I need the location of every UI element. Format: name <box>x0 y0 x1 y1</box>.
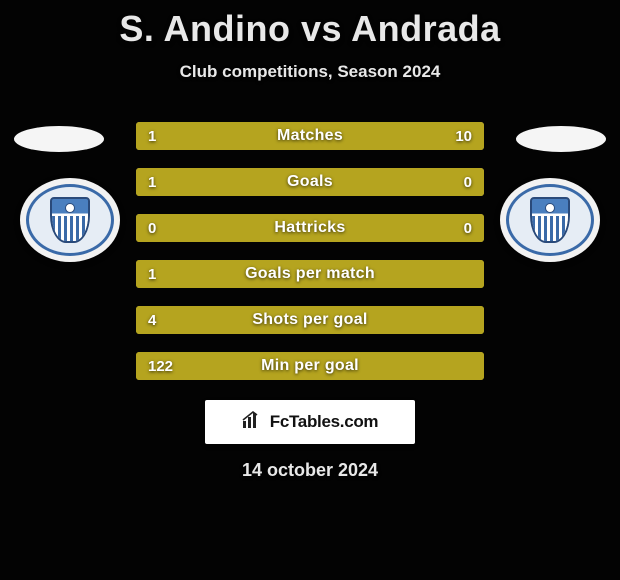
page-subtitle: Club competitions, Season 2024 <box>0 62 620 82</box>
player-left-avatar <box>14 126 104 152</box>
stat-label: Min per goal <box>136 352 484 380</box>
stat-row: 10Goals <box>136 168 484 196</box>
page-title: S. Andino vs Andrada <box>0 0 620 50</box>
stat-label: Hattricks <box>136 214 484 242</box>
shield-icon <box>50 197 90 243</box>
player-right-avatar <box>516 126 606 152</box>
club-badge-right <box>500 178 600 262</box>
club-badge-left <box>20 178 120 262</box>
stat-row: 4Shots per goal <box>136 306 484 334</box>
stat-row: 110Matches <box>136 122 484 150</box>
stat-label: Goals per match <box>136 260 484 288</box>
brand-badge[interactable]: FcTables.com <box>205 400 415 444</box>
stat-label: Goals <box>136 168 484 196</box>
shield-icon <box>530 197 570 243</box>
stat-label: Shots per goal <box>136 306 484 334</box>
comparison-date: 14 october 2024 <box>0 460 620 481</box>
chart-icon <box>242 411 264 434</box>
brand-text: FcTables.com <box>270 412 379 432</box>
stat-row: 00Hattricks <box>136 214 484 242</box>
stat-row: 1Goals per match <box>136 260 484 288</box>
stats-bars: 110Matches 10Goals 00Hattricks 1Goals per m… <box>136 122 484 398</box>
stat-row: 122Min per goal <box>136 352 484 380</box>
stat-label: Matches <box>136 122 484 150</box>
